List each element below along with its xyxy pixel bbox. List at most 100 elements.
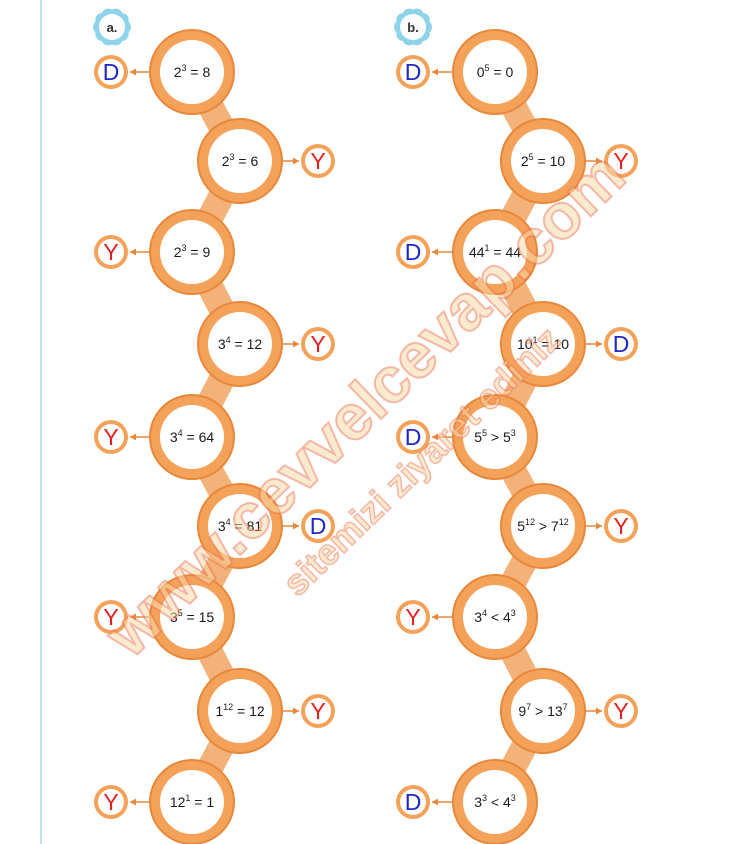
answer-bubble <box>305 148 331 174</box>
statement-ring-edge <box>500 668 586 754</box>
statement-ring-edge <box>452 29 538 115</box>
statement-node: 23 = 6 Y <box>197 118 335 204</box>
arrow-head <box>432 613 438 621</box>
answer-bubble <box>400 59 426 85</box>
statement-ring-edge <box>452 394 538 480</box>
statement-node: 112 = 12 Y <box>197 668 335 754</box>
statement-text: 97 > 137 <box>518 702 567 719</box>
answer-bubble <box>98 424 124 450</box>
arrow-head <box>130 798 136 806</box>
answer-false: Y <box>310 148 325 174</box>
answer-false: Y <box>310 331 325 357</box>
arrow-head <box>130 433 136 441</box>
statement-ring-edge <box>500 301 586 387</box>
statement-text: 101 = 10 <box>517 335 569 352</box>
statement-text: 112 = 12 <box>215 702 265 719</box>
answer-false: Y <box>310 698 325 724</box>
badge-label: a. <box>107 20 118 35</box>
answer-true: D <box>310 513 327 539</box>
answer-bubble <box>608 513 634 539</box>
answer-bubble <box>608 698 634 724</box>
answer-false: Y <box>103 789 118 815</box>
statement-ring-edge <box>149 394 235 480</box>
statement-node: 34 = 81 D <box>197 483 335 569</box>
answer-false: Y <box>103 239 118 265</box>
statement-text: 35 = 15 <box>170 608 215 625</box>
statement-node: 512 > 712 Y <box>500 483 638 569</box>
statement-bubble <box>511 679 575 743</box>
answer-false: Y <box>103 604 118 630</box>
statement-ring-edge <box>452 574 538 660</box>
statement-ring-edge <box>500 118 586 204</box>
answer-bubble <box>305 698 331 724</box>
statement-ring-edge <box>149 574 235 660</box>
answer-bubble <box>400 789 426 815</box>
answer-bubble <box>400 239 426 265</box>
answer-bubble <box>608 148 634 174</box>
answer-true: D <box>103 59 120 85</box>
answer-bubble <box>400 424 426 450</box>
arrow-head <box>596 340 602 348</box>
statement-node: 23 = 8 D <box>94 29 235 115</box>
answer-true: D <box>405 59 422 85</box>
arrow-head <box>293 522 299 530</box>
statement-ring-edge <box>452 209 538 295</box>
statement-bubble <box>160 770 224 834</box>
statement-node: 121 = 1 Y <box>94 759 235 844</box>
badge-center <box>99 14 125 40</box>
statement-bubble <box>463 220 527 284</box>
answer-true: D <box>405 789 422 815</box>
statement-bubble <box>511 312 575 376</box>
statement-bubble <box>463 405 527 469</box>
answer-bubble <box>98 59 124 85</box>
answer-bubble <box>305 513 331 539</box>
statement-node: 441 = 44 D <box>396 209 538 295</box>
statement-node: 34 < 43 Y <box>396 574 538 660</box>
answer-false: Y <box>405 604 420 630</box>
arrow-head <box>596 157 602 165</box>
statement-text: 34 = 12 <box>218 335 263 352</box>
statement-node: 25 = 10 Y <box>500 118 638 204</box>
statement-ring-edge <box>197 118 283 204</box>
statement-bubble <box>208 494 272 558</box>
statement-bubble <box>160 40 224 104</box>
answer-false: Y <box>103 424 118 450</box>
answer-true: D <box>405 239 422 265</box>
statement-bubble <box>208 679 272 743</box>
answer-bubble <box>400 604 426 630</box>
answer-bubble <box>305 331 331 357</box>
arrow-head <box>130 68 136 76</box>
statement-ring-edge <box>197 668 283 754</box>
statement-node: 34 = 64 Y <box>94 394 235 480</box>
answer-bubble <box>98 604 124 630</box>
statement-bubble <box>463 770 527 834</box>
arrow-head <box>432 433 438 441</box>
statement-node: 101 = 10 D <box>500 301 638 387</box>
statement-node: 33 < 43 D <box>396 759 538 844</box>
answer-false: Y <box>613 698 628 724</box>
arrow-head <box>432 798 438 806</box>
statement-text: 23 = 8 <box>174 63 211 80</box>
statement-text: 34 = 81 <box>218 517 263 534</box>
statement-bubble <box>463 585 527 649</box>
statement-node: 34 = 12 Y <box>197 301 335 387</box>
statement-bubble <box>160 585 224 649</box>
answer-bubble <box>608 331 634 357</box>
statement-text: 33 < 43 <box>474 793 516 810</box>
statement-ring-edge <box>149 759 235 844</box>
statement-text: 23 = 9 <box>174 243 211 260</box>
statement-text: 55 > 53 <box>474 428 516 445</box>
statement-bubble <box>160 405 224 469</box>
statement-text: 23 = 6 <box>222 152 259 169</box>
answer-true: D <box>405 424 422 450</box>
margin-line <box>40 0 42 844</box>
badge-a: a. <box>93 8 131 46</box>
statement-node: 55 > 53 D <box>396 394 538 480</box>
answer-bubble <box>98 239 124 265</box>
arrow-head <box>130 613 136 621</box>
statement-text: 34 = 64 <box>170 428 215 445</box>
arrow-head <box>130 248 136 256</box>
